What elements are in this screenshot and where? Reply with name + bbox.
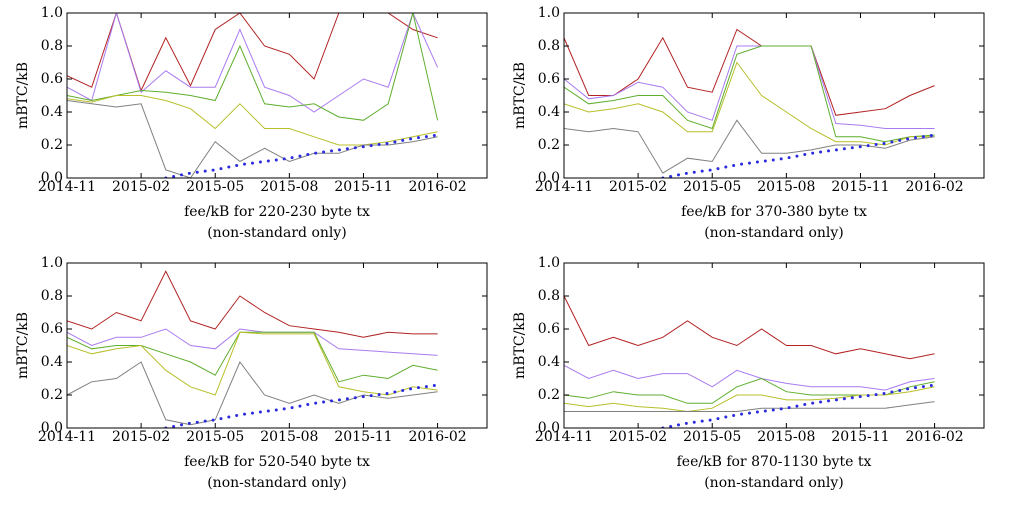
- series-line: [564, 386, 935, 413]
- x-axis-label: fee/kB for 520-540 byte tx: [184, 454, 370, 470]
- x-axis-label: fee/kB for 370-380 byte tx: [681, 204, 867, 220]
- y-tick-label: 0.4: [538, 104, 560, 120]
- y-tick-label: 0.4: [41, 354, 63, 370]
- y-tick-label: 0.6: [538, 71, 560, 87]
- y-tick-label: 0.8: [538, 38, 560, 54]
- x-tick-label: 2015-05: [186, 179, 244, 195]
- y-tick-label: 0.6: [41, 321, 63, 337]
- y-tick-label: 0.0: [41, 170, 63, 186]
- y-tick-label: 0.8: [41, 38, 63, 54]
- x-tick-label: 2015-08: [260, 179, 318, 195]
- x-tick-label: 2015-05: [683, 429, 741, 445]
- series-line: [661, 133, 937, 178]
- panel: 0.0 0.2 0.4 0.6 0.8 1.0 2014-11 2015-02 2015-05 2…: [512, 255, 985, 491]
- plot-frame: [66, 12, 488, 179]
- plot-frame: [563, 12, 985, 179]
- x-tick-label: 2015-05: [683, 179, 741, 195]
- y-tick-label: 0.2: [538, 387, 560, 403]
- x-tick-label: 2014-11: [535, 179, 593, 195]
- y-tick-label: 1.0: [41, 5, 63, 21]
- y-tick-label: 1.0: [538, 5, 560, 21]
- series-line: [164, 383, 440, 428]
- x-tick-label: 2015-02: [112, 179, 170, 195]
- x-tick-label: 2015-02: [609, 429, 667, 445]
- panel: 0.0 0.2 0.4 0.6 0.8 1.0 2014-11 2015-02 2015-05 2…: [15, 5, 488, 241]
- y-tick-label: 0.0: [41, 420, 63, 436]
- x-tick-label: 2015-11: [831, 429, 889, 445]
- x-tick-label: 2016-02: [408, 429, 466, 445]
- series-line: [67, 95, 438, 146]
- x-tick-label: 2014-11: [38, 179, 96, 195]
- series-line: [67, 328, 438, 356]
- series-line: [67, 270, 438, 338]
- y-tick-label: 0.8: [41, 288, 63, 304]
- series-line: [564, 364, 935, 391]
- y-tick-label: 0.2: [41, 137, 63, 153]
- y-tick-label: 0.6: [41, 71, 63, 87]
- series-line: [564, 119, 935, 174]
- y-tick-label: 0.6: [538, 321, 560, 337]
- y-axis-label: mBTC/kB: [512, 62, 528, 129]
- series-line: [564, 45, 935, 129]
- x-tick-label: 2014-11: [535, 429, 593, 445]
- series-line: [564, 28, 935, 116]
- x-axis-label-note: (non-standard only): [704, 225, 844, 241]
- x-tick-label: 2015-11: [334, 179, 392, 195]
- x-axis-label-note: (non-standard only): [207, 225, 347, 241]
- plot-lines: [564, 28, 937, 178]
- y-tick-label: 0.0: [538, 420, 560, 436]
- series-line: [67, 331, 438, 383]
- series-line: [67, 13, 438, 92]
- x-tick-label: 2014-11: [38, 429, 96, 445]
- x-tick-label: 2016-02: [905, 429, 963, 445]
- x-tick-label: 2015-02: [609, 179, 667, 195]
- series-line: [564, 377, 935, 404]
- x-tick-label: 2016-02: [408, 179, 466, 195]
- x-tick-label: 2015-08: [260, 429, 318, 445]
- y-tick-label: 0.4: [538, 354, 560, 370]
- plot-frame: [563, 262, 985, 429]
- series-line: [67, 100, 438, 178]
- series-line: [564, 401, 935, 412]
- plot-frame: [66, 262, 488, 429]
- series-line: [164, 133, 440, 178]
- y-axis-label: mBTC/kB: [15, 62, 31, 129]
- x-tick-label: 2015-08: [757, 179, 815, 195]
- x-axis-label: fee/kB for 870-1130 byte tx: [677, 454, 872, 470]
- y-tick-label: 1.0: [41, 255, 63, 271]
- plot-lines: [67, 13, 440, 178]
- x-axis-label-note: (non-standard only): [704, 475, 844, 491]
- x-tick-label: 2015-02: [112, 429, 170, 445]
- x-axis-label: fee/kB for 220-230 byte tx: [184, 204, 370, 220]
- panel: 0.0 0.2 0.4 0.6 0.8 1.0 2014-11 2015-02 2015-05 2…: [15, 255, 488, 491]
- series-line: [67, 331, 438, 396]
- y-tick-label: 0.2: [538, 137, 560, 153]
- series-line: [564, 45, 935, 143]
- series-line: [564, 295, 935, 360]
- y-tick-label: 0.8: [538, 288, 560, 304]
- y-axis-label: mBTC/kB: [512, 312, 528, 379]
- series-line: [67, 13, 439, 121]
- y-tick-label: 0.4: [41, 104, 63, 120]
- x-tick-label: 2016-02: [905, 179, 963, 195]
- x-tick-label: 2015-08: [757, 429, 815, 445]
- y-tick-label: 1.0: [538, 255, 560, 271]
- y-axis-label: mBTC/kB: [15, 312, 31, 379]
- x-tick-label: 2015-11: [334, 429, 392, 445]
- x-tick-label: 2015-11: [831, 179, 889, 195]
- y-tick-label: 0.0: [538, 170, 560, 186]
- series-line: [67, 13, 439, 113]
- panel: 0.0 0.2 0.4 0.6 0.8 1.0 2014-11 2015-02 2015-05 2…: [512, 5, 985, 241]
- x-axis-label-note: (non-standard only): [207, 475, 347, 491]
- y-tick-label: 0.2: [41, 387, 63, 403]
- plot-lines: [564, 295, 937, 428]
- series-line: [564, 61, 935, 146]
- series-line: [67, 361, 438, 426]
- plot-lines: [67, 270, 440, 428]
- x-tick-label: 2015-05: [186, 429, 244, 445]
